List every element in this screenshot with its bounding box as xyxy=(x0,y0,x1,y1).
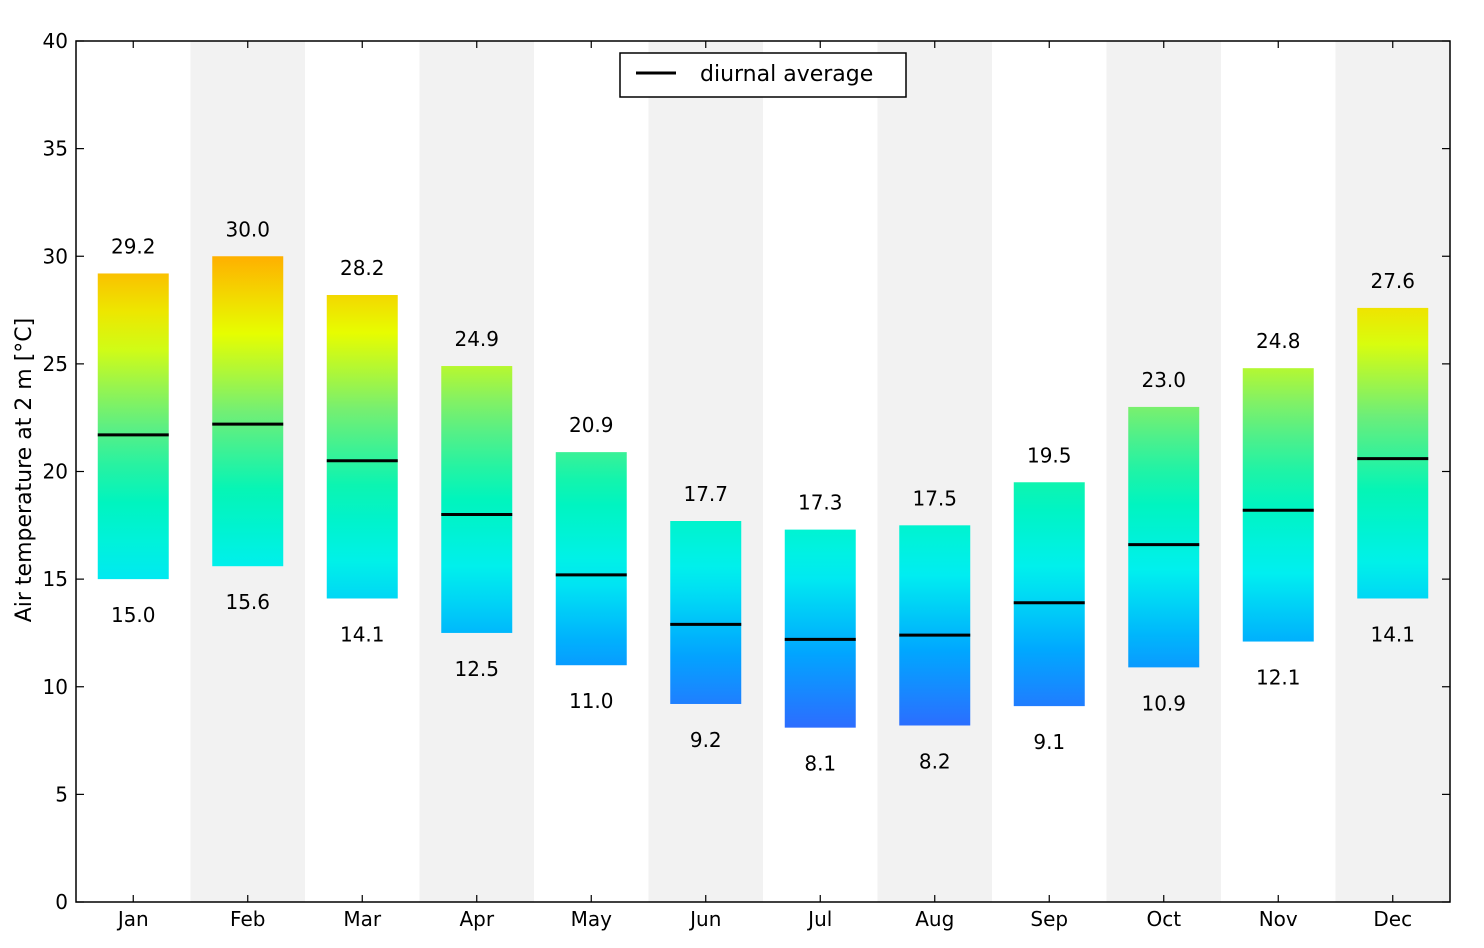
y-tick-label-10: 10 xyxy=(43,675,68,699)
bar-aug xyxy=(899,525,971,726)
max-label-feb: 30.0 xyxy=(225,217,270,241)
legend: diurnal average xyxy=(619,52,907,98)
max-label-sep: 19.5 xyxy=(1027,443,1072,467)
min-label-dec: 14.1 xyxy=(1370,622,1415,646)
x-tick-label-dec: Dec xyxy=(1373,907,1412,931)
bar-nov xyxy=(1242,368,1314,642)
y-tick-label-0: 0 xyxy=(55,890,68,914)
legend-box xyxy=(619,52,907,98)
min-label-aug: 8.2 xyxy=(919,749,951,773)
x-tick-label-apr: Apr xyxy=(459,907,494,931)
bar-dec xyxy=(1357,307,1429,599)
data-labels: 29.2 15.0 30.0 15.6 28.2 14.1 24.9 12.5 20.9 11.0… xyxy=(111,217,1415,775)
y-tick-label-20: 20 xyxy=(43,460,68,484)
max-label-dec: 27.6 xyxy=(1370,269,1415,293)
min-label-nov: 12.1 xyxy=(1256,666,1301,690)
min-label-feb: 15.6 xyxy=(225,590,270,614)
min-label-jun: 9.2 xyxy=(690,728,722,752)
x-tick-label-mar: Mar xyxy=(343,907,382,931)
legend-label: diurnal average xyxy=(700,62,873,87)
max-label-nov: 24.8 xyxy=(1256,329,1301,353)
plot-frame xyxy=(75,40,1451,903)
x-tick-label-jan: Jan xyxy=(116,907,149,931)
temperature-bars xyxy=(97,256,1429,728)
month-shade-jun xyxy=(648,41,763,902)
x-tick-label-sep: Sep xyxy=(1030,907,1068,931)
x-tick-label-nov: Nov xyxy=(1259,907,1298,931)
bar-jul xyxy=(784,529,856,728)
y-tick-label-25: 25 xyxy=(43,352,68,376)
min-label-oct: 10.9 xyxy=(1141,691,1186,715)
max-label-jul: 17.3 xyxy=(798,491,843,515)
bar-oct xyxy=(1128,406,1200,668)
min-label-sep: 9.1 xyxy=(1033,730,1065,754)
bar-sep xyxy=(1013,482,1085,707)
bar-may xyxy=(555,452,627,666)
diurnal-average-lines xyxy=(97,422,1429,641)
bar-jun xyxy=(670,521,742,704)
bar-apr xyxy=(441,366,513,633)
min-label-may: 11.0 xyxy=(569,689,614,713)
x-tick-label-aug: Aug xyxy=(915,907,954,931)
y-axis-label: Air temperature at 2 m [°C] xyxy=(12,318,37,623)
min-label-mar: 14.1 xyxy=(340,622,385,646)
x-tick-label-feb: Feb xyxy=(230,907,265,931)
max-label-jun: 17.7 xyxy=(683,482,728,506)
min-label-jan: 15.0 xyxy=(111,603,156,627)
axes: Jan Feb Mar Apr May Jun Jul Aug Sep Oct Nov Dec 0 5 10… xyxy=(43,29,1451,931)
bar-jan xyxy=(97,273,169,580)
x-tick-label-jun: Jun xyxy=(688,907,721,931)
x-tick-label-may: May xyxy=(571,907,613,931)
max-label-apr: 24.9 xyxy=(454,327,499,351)
max-label-oct: 23.0 xyxy=(1141,368,1186,392)
y-tick-label-40: 40 xyxy=(43,29,68,53)
y-tick-label-30: 30 xyxy=(43,244,68,268)
min-label-jul: 8.1 xyxy=(804,752,836,776)
y-tick-label-5: 5 xyxy=(55,782,68,806)
x-tick-label-jul: Jul xyxy=(806,907,832,931)
y-tick-label-15: 15 xyxy=(43,567,68,591)
bar-feb xyxy=(212,256,284,567)
month-shade-aug xyxy=(877,41,992,902)
max-label-may: 20.9 xyxy=(569,413,614,437)
bar-mar xyxy=(326,294,398,599)
max-label-jan: 29.2 xyxy=(111,234,156,258)
min-label-apr: 12.5 xyxy=(454,657,499,681)
y-tick-label-35: 35 xyxy=(43,137,68,161)
max-label-mar: 28.2 xyxy=(340,256,385,280)
max-label-aug: 17.5 xyxy=(912,486,957,510)
x-tick-label-oct: Oct xyxy=(1146,907,1181,931)
